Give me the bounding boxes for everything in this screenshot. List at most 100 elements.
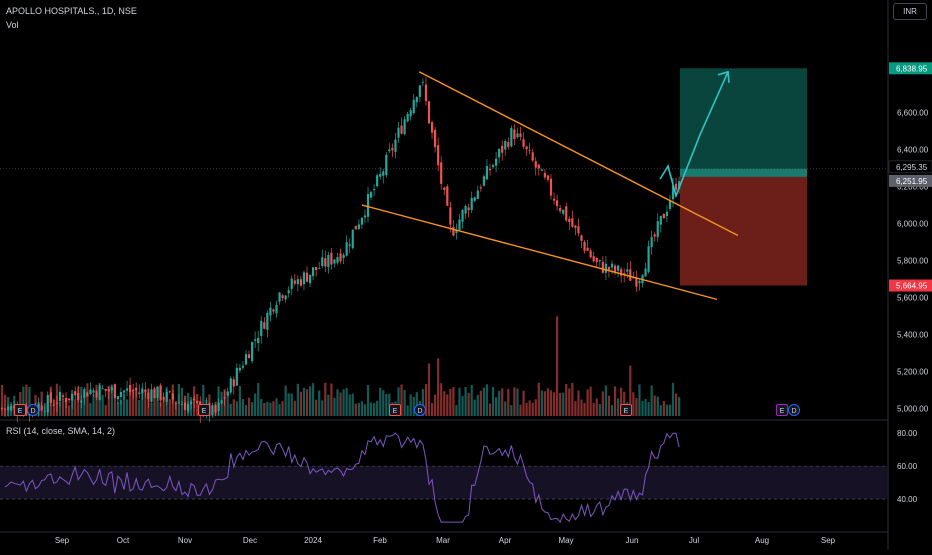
volume-bar [574, 401, 577, 416]
currency-button[interactable]: INR [893, 3, 927, 20]
candle-body [302, 272, 306, 285]
candle-body [263, 322, 266, 329]
volume-bar [440, 383, 443, 416]
candle-body [397, 127, 400, 138]
volume-bar [562, 392, 565, 416]
volume-bar [513, 387, 516, 416]
volume-bar [354, 403, 357, 416]
volume-bar [482, 387, 485, 416]
volume-bar [296, 383, 299, 416]
candle-body [315, 266, 318, 271]
candle-body [275, 304, 278, 314]
volume-bar [635, 398, 638, 416]
earnings-marker: E [776, 404, 788, 416]
candle-body [604, 263, 607, 273]
candle-body [464, 206, 467, 214]
candle-body [574, 225, 577, 228]
candle-body [595, 257, 598, 263]
candle-body [165, 391, 168, 402]
volume-bar [589, 386, 592, 416]
dividend-marker: D [788, 404, 800, 416]
candle-body [482, 176, 485, 186]
volume-bar [498, 390, 501, 416]
lower-trendline [361, 204, 718, 301]
axis-layer: 6,600.00 6,400.00 6,200.00 6,000.00 5,800.00… [55, 62, 932, 545]
volume-bar [357, 402, 360, 416]
candle-body [342, 254, 345, 258]
candle-body [562, 209, 565, 214]
volume-bar [293, 400, 296, 416]
candle-body [662, 213, 665, 219]
event-marker-label: E [393, 408, 398, 415]
candle-body [49, 392, 52, 403]
candle-body [580, 235, 583, 241]
candle-body [104, 388, 107, 391]
candle-body [25, 406, 28, 415]
candle-body [546, 175, 550, 180]
rsi-legend[interactable]: RSI (14, close, SMA, 14, 2) [6, 426, 116, 436]
candle-body [671, 185, 675, 200]
volume-layer [0, 316, 681, 416]
volume-bar [565, 383, 568, 416]
volume-bar [446, 394, 449, 416]
volume-bar [379, 387, 382, 416]
candle-body [107, 389, 110, 392]
volume-legend[interactable]: Vol [6, 20, 19, 30]
candle-body [498, 148, 501, 158]
candle-body [394, 139, 397, 152]
volume-bar [104, 405, 107, 416]
earnings-marker: E [198, 404, 210, 416]
date-tick-label: Nov [178, 536, 192, 545]
candle-body [132, 390, 135, 392]
volume-bar [196, 393, 199, 416]
volume-bar [534, 399, 537, 416]
candle-body [446, 186, 449, 206]
volume-bar [324, 382, 327, 416]
volume-bar [504, 401, 507, 416]
volume-bar [437, 358, 440, 416]
candle-body [55, 402, 58, 404]
candle-body [403, 119, 406, 135]
candle-body [412, 99, 415, 114]
candle-body [647, 246, 650, 272]
candle-body [400, 125, 403, 134]
candle-body [147, 392, 150, 400]
projection-arrow [659, 71, 729, 199]
candle-body [333, 259, 336, 264]
candle-body [360, 217, 363, 225]
volume-bar [595, 398, 598, 416]
candle-body [437, 145, 440, 166]
candle-body [336, 257, 339, 263]
candle-body [418, 85, 421, 97]
stop-zone [680, 176, 807, 286]
candle-body [159, 385, 162, 401]
volume-bar [61, 398, 65, 416]
candle-body [449, 207, 452, 225]
candle-body [586, 247, 589, 251]
candle-body [144, 389, 147, 392]
volume-bar [290, 393, 293, 416]
volume-bar [321, 400, 324, 416]
candle-body [635, 277, 638, 287]
volume-bar [522, 390, 525, 416]
candle-body [385, 154, 388, 176]
candle-body [440, 162, 443, 184]
volume-bar [159, 402, 162, 416]
rsi-line [4, 432, 680, 524]
candle-body [193, 398, 196, 401]
volume-bar [376, 400, 379, 416]
candle-body [110, 387, 113, 391]
candle-body [452, 226, 455, 236]
candle-body [504, 140, 507, 150]
volume-bar [525, 402, 528, 416]
volume-bar [580, 399, 583, 416]
symbol-legend[interactable]: APOLLO HOSPITALS., 1D, NSE [6, 6, 137, 16]
candle-body [171, 393, 174, 400]
price-flag-label: 6,251.95 [896, 177, 928, 186]
candle-body [324, 258, 327, 267]
candle-body [80, 400, 83, 403]
candle-body [180, 404, 184, 405]
rsi-tick-label: 40.00 [897, 495, 918, 504]
